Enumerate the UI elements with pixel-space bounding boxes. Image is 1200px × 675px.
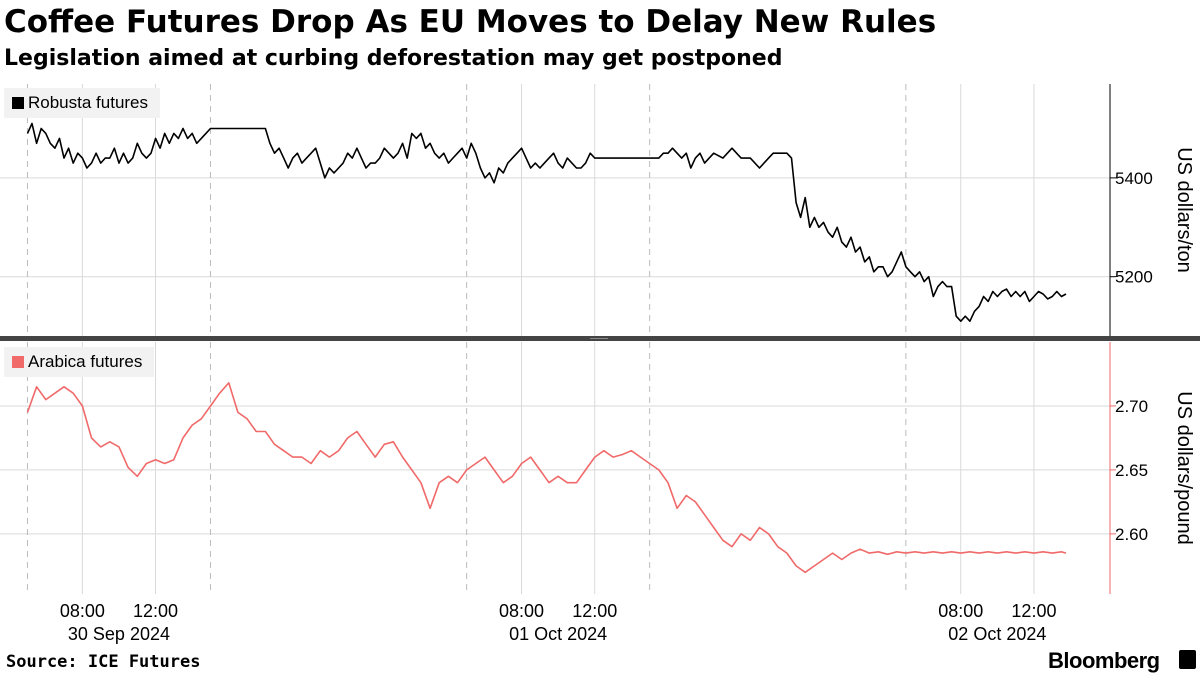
x-tick-label-0: 08:00 xyxy=(60,601,105,621)
robusta-y-tick-label-0: 5200 xyxy=(1115,268,1153,287)
robusta-y-tick-label-1: 5400 xyxy=(1115,169,1153,188)
arabica-y-tick-label-2: 2.70 xyxy=(1115,397,1148,416)
bloomberg-logo: Bloomberg xyxy=(1048,648,1160,673)
arabica-y-tick-label-0: 2.60 xyxy=(1115,525,1148,544)
arabica-series-line xyxy=(26,382,1067,574)
chart-title: Coffee Futures Drop As EU Moves to Delay… xyxy=(4,4,937,40)
source-note: Source: ICE Futures xyxy=(6,652,201,672)
legend-arabica-swatch xyxy=(12,356,24,368)
arabica-y-axis-label: US dollars/pound xyxy=(1173,391,1195,544)
x-day-label-2: 02 Oct 2024 xyxy=(948,624,1046,644)
chart-subtitle: Legislation aimed at curbing deforestati… xyxy=(4,46,783,71)
x-tick-label-2: 08:00 xyxy=(499,601,544,621)
x-tick-label-5: 12:00 xyxy=(1011,601,1056,621)
arabica-y-tick-label-1: 2.65 xyxy=(1115,461,1148,480)
x-tick-label-1: 12:00 xyxy=(133,601,178,621)
x-day-label-1: 01 Oct 2024 xyxy=(509,624,607,644)
bloomberg-mark-icon xyxy=(1179,650,1196,669)
x-day-label-0: 30 Sep 2024 xyxy=(68,624,170,644)
robusta-y-axis-label: US dollars/ton xyxy=(1173,147,1195,273)
legend-arabica-label: Arabica futures xyxy=(28,352,143,371)
x-tick-label-4: 08:00 xyxy=(938,601,983,621)
robusta-series-line xyxy=(26,122,1067,323)
legend-arabica: Arabica futures xyxy=(4,347,155,377)
legend-robusta-label: Robusta futures xyxy=(28,93,149,112)
legend-robusta: Robusta futures xyxy=(4,88,161,118)
x-tick-label-3: 12:00 xyxy=(572,601,617,621)
legend-robusta-swatch xyxy=(12,97,24,109)
